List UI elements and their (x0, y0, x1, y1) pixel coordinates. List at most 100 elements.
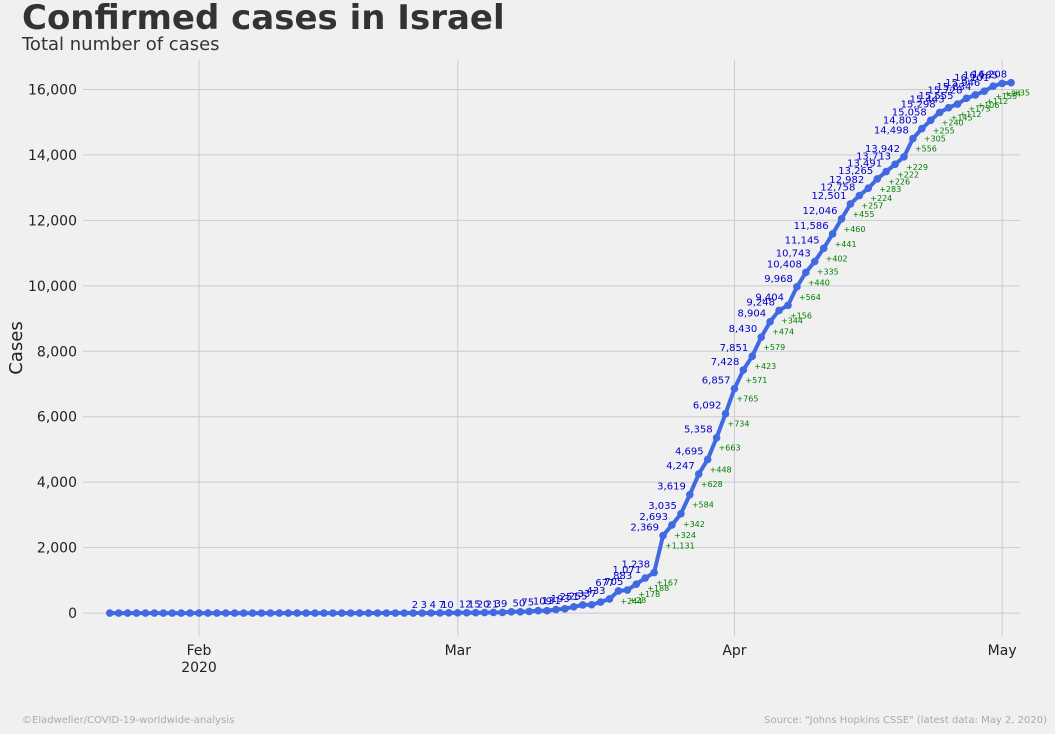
cumulative-label: 15,834 (936, 82, 971, 93)
data-point (221, 609, 230, 617)
cumulative-label: 15,728 (927, 85, 962, 96)
new-cases-label: +226 (888, 178, 910, 187)
data-point (311, 609, 319, 617)
x-tick-label: Mar (445, 643, 472, 659)
data-point (766, 317, 774, 326)
cumulative-label: 2 (412, 600, 418, 611)
cumulative-label: 10,408 (767, 259, 802, 270)
new-cases-label: +402 (826, 254, 848, 263)
data-point (837, 215, 846, 223)
data-point (302, 609, 310, 617)
cumulative-label: 2,693 (639, 512, 668, 523)
data-point (891, 160, 899, 169)
cumulative-label: 12 (459, 600, 472, 611)
data-point (953, 100, 962, 108)
new-cases-label: +556 (915, 145, 937, 154)
data-point (150, 609, 159, 617)
new-cases-label: +441 (835, 240, 857, 249)
data-point (677, 509, 685, 518)
cumulative-label: 6,857 (702, 376, 731, 387)
cumulative-label: 21 (486, 599, 499, 610)
new-cases-label: +257 (861, 202, 883, 211)
new-cases-label: +579 (763, 343, 785, 352)
data-point (971, 91, 980, 99)
new-cases-label: +460 (844, 225, 866, 234)
cumulative-label: 10 (441, 600, 454, 611)
cumulative-label: 4,695 (675, 446, 704, 457)
cumulative-label: 3,619 (657, 482, 686, 493)
data-point (739, 366, 748, 374)
cumulative-label: 75 (521, 598, 534, 609)
new-cases-label: +734 (728, 420, 750, 429)
data-point (596, 598, 605, 606)
new-cases-label: +283 (879, 185, 901, 194)
data-point (436, 609, 444, 617)
cumulative-label: 20 (477, 599, 490, 610)
data-point (454, 608, 462, 617)
new-cases-label: +84 (1004, 89, 1021, 98)
data-point (962, 94, 971, 103)
cumulative-label: 9,248 (746, 297, 775, 308)
new-cases-label: +663 (719, 444, 741, 453)
cumulative-label: 677 (595, 578, 614, 589)
data-point (293, 609, 301, 617)
data-point (516, 608, 525, 616)
data-point (409, 609, 417, 617)
data-point (748, 352, 757, 360)
x-tick-label: May (988, 643, 1017, 659)
footer-source: Source: "Johns Hopkins CSSE" (latest dat… (764, 715, 1047, 726)
data-point (998, 79, 1006, 88)
data-point (793, 283, 801, 291)
new-cases-label: +564 (799, 293, 821, 302)
cumulative-label: 15,298 (901, 99, 936, 110)
new-cases-label: +155 (995, 92, 1017, 101)
data-point (659, 531, 667, 540)
new-cases-label: +35 (1013, 89, 1030, 98)
cumulative-label: 433 (586, 586, 605, 597)
data-point (703, 455, 712, 464)
data-point (418, 609, 426, 617)
data-point (641, 574, 649, 582)
data-point (552, 605, 560, 614)
new-cases-label: +112 (986, 97, 1008, 106)
cumulative-label: 11,586 (794, 221, 829, 232)
new-cases-label: +765 (736, 395, 758, 404)
data-point (614, 587, 623, 595)
data-point (105, 609, 114, 617)
data-point (980, 87, 989, 96)
cumulative-label: 39 (495, 599, 508, 610)
data-point (570, 602, 578, 611)
data-point (489, 608, 498, 617)
cumulative-label: 255 (569, 592, 588, 603)
cumulative-label: 705 (604, 577, 623, 588)
data-point (391, 609, 400, 617)
cumulative-label: 50 (512, 598, 525, 609)
cumulative-label: 883 (613, 571, 632, 582)
cumulative-label: 7,428 (711, 357, 740, 368)
data-point (195, 609, 203, 617)
y-tick-label: 6,000 (37, 410, 77, 426)
cumulative-label: 109 (533, 597, 552, 608)
data-point (525, 607, 533, 616)
cumulative-label: 8,904 (737, 309, 766, 320)
data-point (784, 301, 792, 310)
data-point (230, 609, 239, 617)
data-point (561, 605, 569, 613)
data-point (926, 116, 935, 125)
cumulative-label: 12,501 (811, 191, 846, 202)
data-point (855, 191, 864, 200)
data-point (775, 306, 783, 315)
new-cases-label: +324 (674, 531, 696, 540)
new-cases-label: +222 (897, 170, 919, 179)
cumulative-label: 11,145 (785, 235, 820, 246)
data-point (480, 608, 489, 617)
new-cases-label: +173 (968, 104, 990, 113)
y-tick-label: 16,000 (28, 82, 77, 98)
data-point (168, 609, 177, 617)
new-cases-label: +178 (638, 590, 660, 599)
cumulative-label: 15,946 (945, 78, 980, 89)
data-point (204, 609, 212, 617)
y-tick-label: 4,000 (37, 475, 77, 491)
data-point (1007, 78, 1015, 87)
cumulative-label: 2,369 (630, 523, 659, 534)
